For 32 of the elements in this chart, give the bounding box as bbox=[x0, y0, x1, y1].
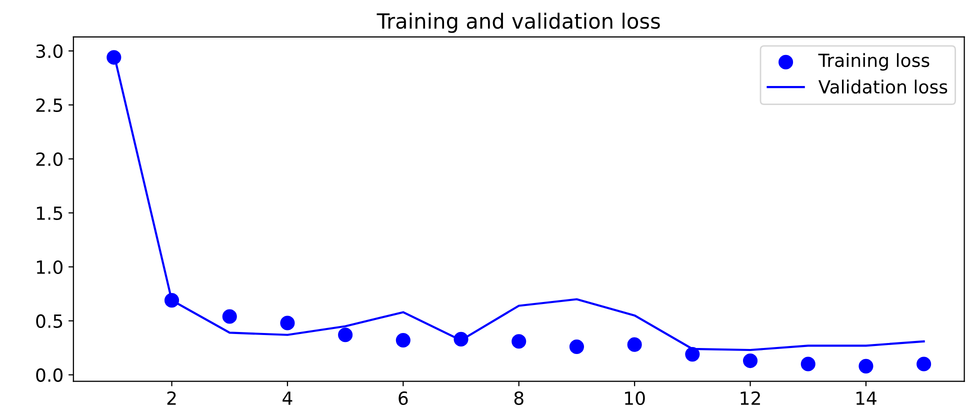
x-tick-label: 14 bbox=[856, 392, 876, 405]
point bbox=[742, 354, 758, 368]
y-tick-label: 1.5 bbox=[36, 206, 62, 220]
legend-label: Training loss bbox=[818, 53, 930, 71]
point bbox=[569, 339, 584, 354]
y-tick-label: 0.0 bbox=[36, 368, 63, 382]
y-tick-label: 3.0 bbox=[36, 44, 63, 58]
point bbox=[222, 309, 237, 324]
point bbox=[338, 328, 353, 342]
y-tick-label: 2.0 bbox=[36, 152, 63, 166]
point bbox=[800, 356, 816, 372]
point bbox=[627, 337, 642, 352]
y-tick-label: 1.0 bbox=[36, 260, 63, 274]
point bbox=[164, 293, 180, 308]
x-tick-label: 8 bbox=[514, 391, 524, 405]
point bbox=[916, 356, 932, 372]
point bbox=[858, 358, 874, 374]
chart-title: Training and validation loss bbox=[376, 12, 660, 33]
y-tick-label: 0.5 bbox=[36, 314, 62, 328]
point bbox=[280, 316, 295, 330]
point bbox=[396, 332, 410, 348]
legend-label: Validation loss bbox=[818, 80, 948, 94]
point bbox=[685, 347, 700, 362]
x-tick-label: 12 bbox=[740, 391, 760, 405]
point bbox=[512, 334, 526, 349]
point bbox=[454, 332, 468, 346]
x-tick-label: 4 bbox=[282, 392, 292, 405]
point bbox=[106, 50, 122, 65]
x-tick-label: 2 bbox=[167, 391, 176, 405]
x-tick-label: 10 bbox=[625, 391, 645, 405]
y-tick-label: 2.5 bbox=[36, 98, 62, 112]
x-tick-label: 6 bbox=[398, 391, 408, 405]
